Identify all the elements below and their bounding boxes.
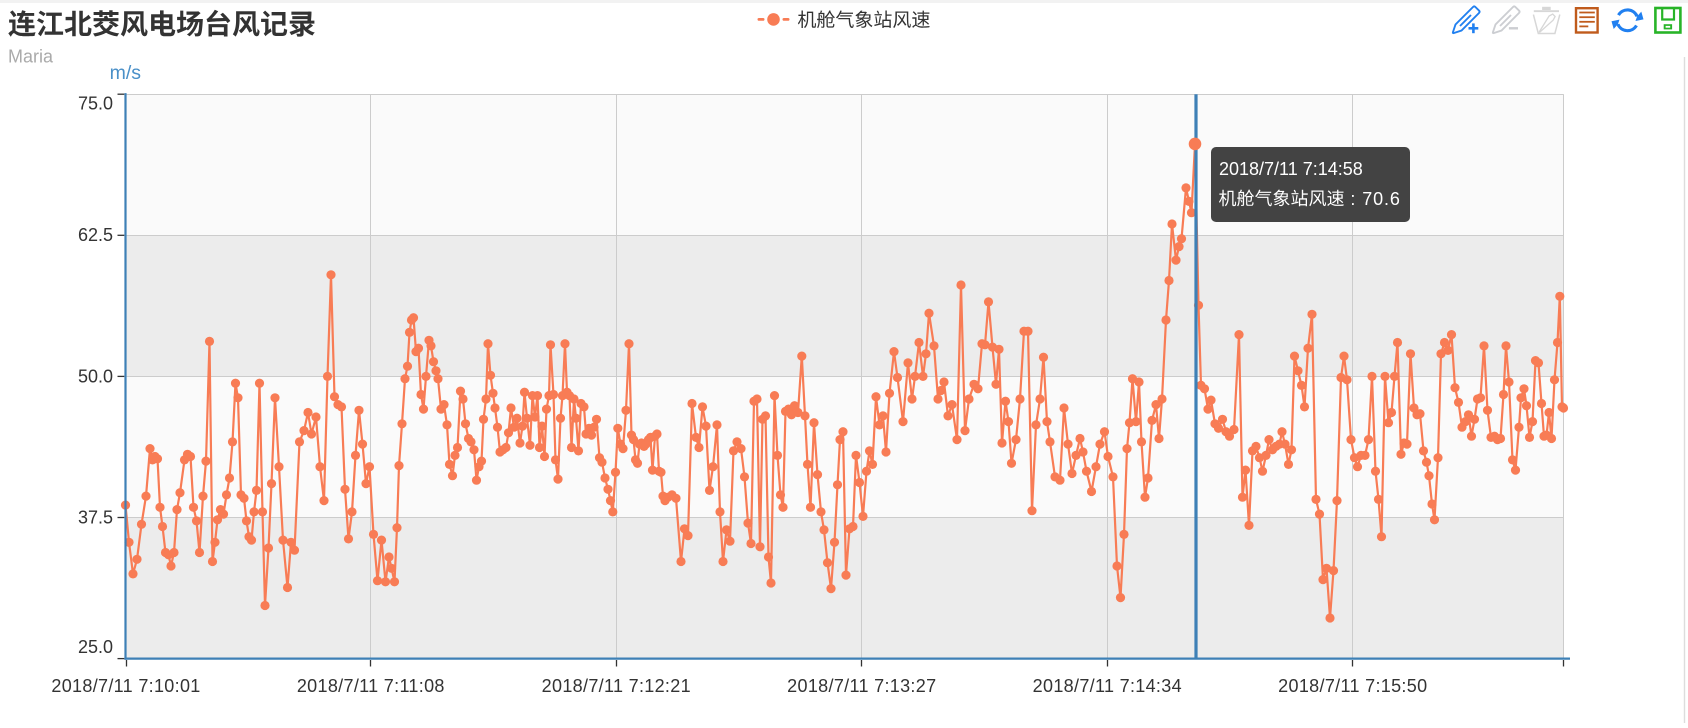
svg-text:2018/7/11 7:11:08: 2018/7/11 7:11:08 [297, 676, 445, 696]
svg-text:2018/7/11 7:14:58: 2018/7/11 7:14:58 [1219, 159, 1363, 179]
svg-text:2018/7/11 7:15:50: 2018/7/11 7:15:50 [1278, 676, 1427, 696]
svg-text:m/s: m/s [110, 62, 142, 84]
svg-text:2018/7/11 7:12:21: 2018/7/11 7:12:21 [542, 676, 691, 696]
svg-text:2018/7/11 7:14:34: 2018/7/11 7:14:34 [1033, 676, 1182, 696]
svg-text:2018/7/11 7:10:01: 2018/7/11 7:10:01 [51, 676, 200, 696]
svg-text:2018/7/11 7:13:27: 2018/7/11 7:13:27 [787, 676, 936, 696]
svg-text:Maria: Maria [8, 47, 54, 67]
svg-text:: 70.6: : 70.6 [1345, 189, 1401, 209]
svg-text:75.0: 75.0 [78, 94, 113, 114]
svg-text:25.0: 25.0 [78, 637, 113, 657]
svg-text:37.5: 37.5 [78, 508, 113, 528]
svg-text:62.5: 62.5 [78, 225, 113, 245]
svg-text:50.0: 50.0 [78, 367, 113, 387]
